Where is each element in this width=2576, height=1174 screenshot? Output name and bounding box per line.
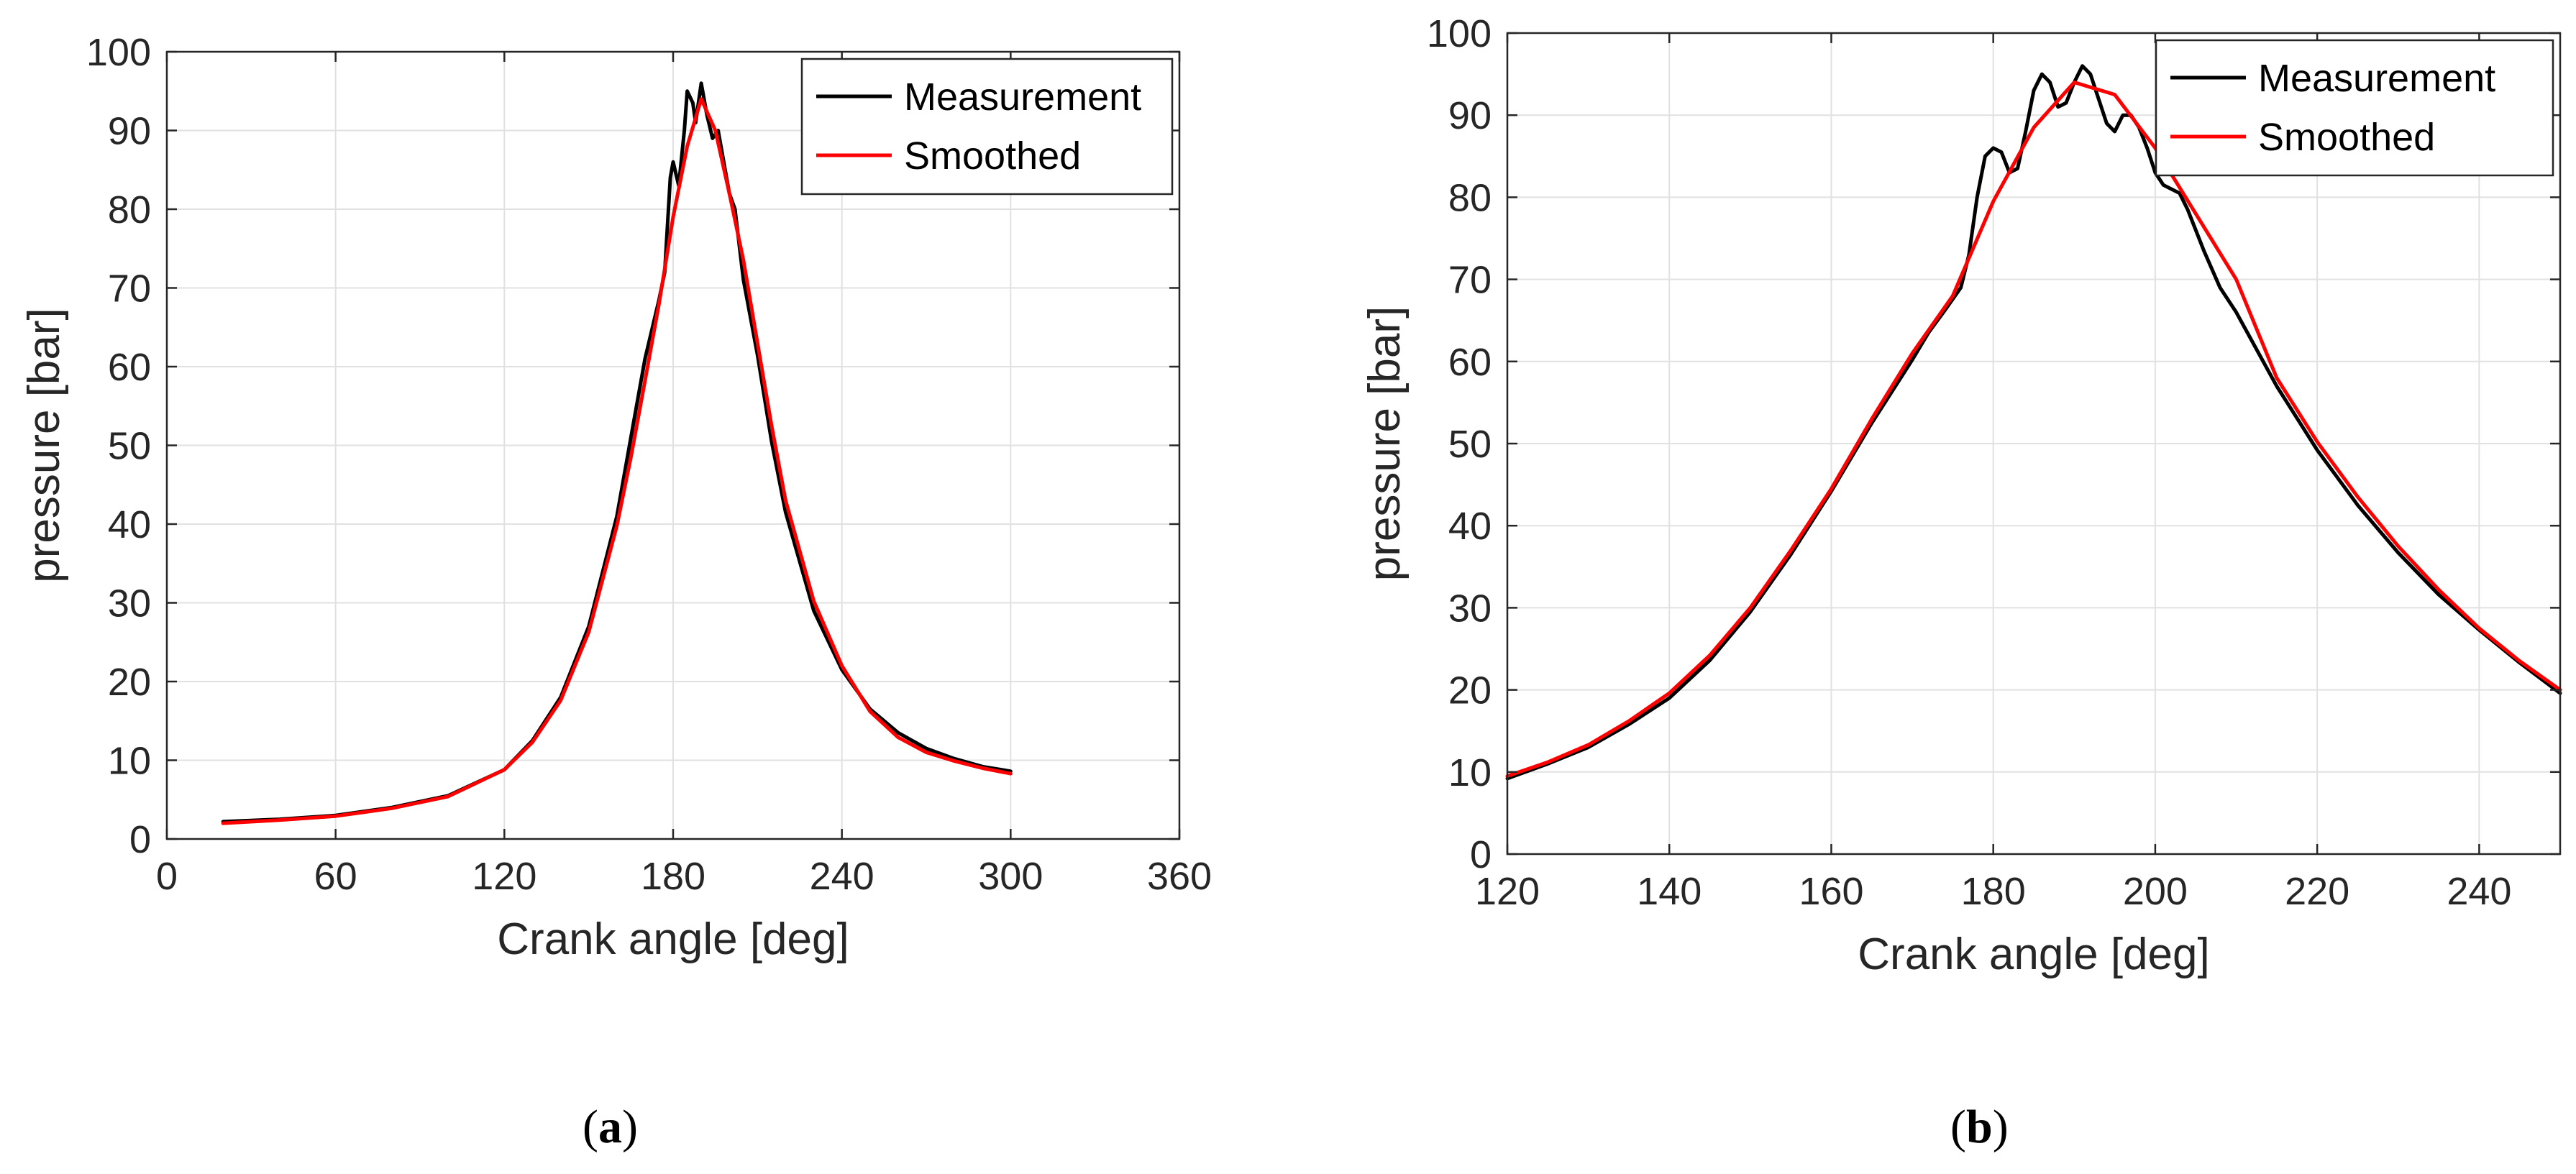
y-axis-label: pressure [bar] <box>1360 306 1410 582</box>
chart-a: 0 60 120 180 240 300 360 0 10 20 30 40 50 60 70 80 90 100… <box>19 31 1212 964</box>
y-tick-label: 0 <box>129 818 151 861</box>
y-tick-label: 80 <box>108 188 151 231</box>
y-tick-label: 60 <box>108 346 151 389</box>
x-tick-label: 160 <box>1799 870 1863 913</box>
y-tick-label: 80 <box>1448 176 1492 219</box>
y-tick-label: 100 <box>1427 12 1492 55</box>
x-tick-label: 300 <box>978 855 1043 898</box>
x-tick-label: 220 <box>2285 870 2349 913</box>
panel-label-b-open: ( <box>1950 1101 1966 1153</box>
x-tick-label: 200 <box>2123 870 2188 913</box>
x-tick-label: 120 <box>472 855 536 898</box>
legend-box <box>800 58 1174 196</box>
panel-label-a-close: ) <box>621 1101 638 1153</box>
x-tick-label: 240 <box>2447 870 2511 913</box>
x-axis-label: Crank angle [deg] <box>497 914 849 964</box>
legend-label-measurement: Measurement <box>904 75 1141 119</box>
panel-label-b: (b) <box>1950 1100 2009 1155</box>
y-tick-label: 100 <box>86 31 151 74</box>
x-tick-label: 60 <box>314 855 357 898</box>
panel-label-b-close: ) <box>1992 1101 2009 1153</box>
y-tick-label: 30 <box>1448 587 1492 630</box>
chart-b: 120 140 160 180 200 220 240 0 10 20 30 40 50 60 70 80 90… <box>1360 12 2562 979</box>
y-tick-label: 90 <box>108 110 151 153</box>
x-tick-label: 360 <box>1147 855 1212 898</box>
legend-label-smoothed: Smoothed <box>2258 116 2435 159</box>
y-tick-label: 20 <box>108 661 151 704</box>
y-tick-label: 30 <box>108 582 151 625</box>
x-tick-label: 240 <box>810 855 874 898</box>
series-line-smoothed <box>1505 81 2562 778</box>
x-tick-label: 140 <box>1637 870 1702 913</box>
y-tick-label: 50 <box>108 425 151 468</box>
series-line-smoothed <box>221 97 1013 825</box>
panel-label-a-letter: a <box>598 1101 622 1153</box>
y-tick-label: 90 <box>1448 94 1492 137</box>
x-tick-label: 180 <box>1961 870 2026 913</box>
y-tick-label: 10 <box>1448 751 1492 794</box>
panel-label-a-open: ( <box>583 1101 598 1153</box>
y-tick-label: 40 <box>108 503 151 546</box>
y-tick-label: 70 <box>108 267 151 311</box>
legend-label-smoothed: Smoothed <box>904 134 1081 178</box>
y-tick-label: 20 <box>1448 669 1492 712</box>
y-tick-label: 60 <box>1448 341 1492 384</box>
y-axis-label: pressure [bar] <box>19 308 69 583</box>
y-tick-label: 10 <box>108 740 151 783</box>
x-tick-label: 0 <box>156 855 178 898</box>
x-tick-label: 120 <box>1475 870 1540 913</box>
y-tick-label: 70 <box>1448 259 1492 302</box>
legend-label-measurement: Measurement <box>2258 57 2495 100</box>
y-tick-label: 40 <box>1448 505 1492 548</box>
y-tick-label: 0 <box>1470 833 1492 876</box>
legend-box <box>2155 39 2554 177</box>
y-tick-label: 50 <box>1448 423 1492 466</box>
panel-label-b-letter: b <box>1965 1101 1993 1153</box>
x-tick-label: 180 <box>641 855 705 898</box>
x-axis-label: Crank angle [deg] <box>1858 930 2209 979</box>
panel-label-a: (a) <box>583 1100 638 1155</box>
